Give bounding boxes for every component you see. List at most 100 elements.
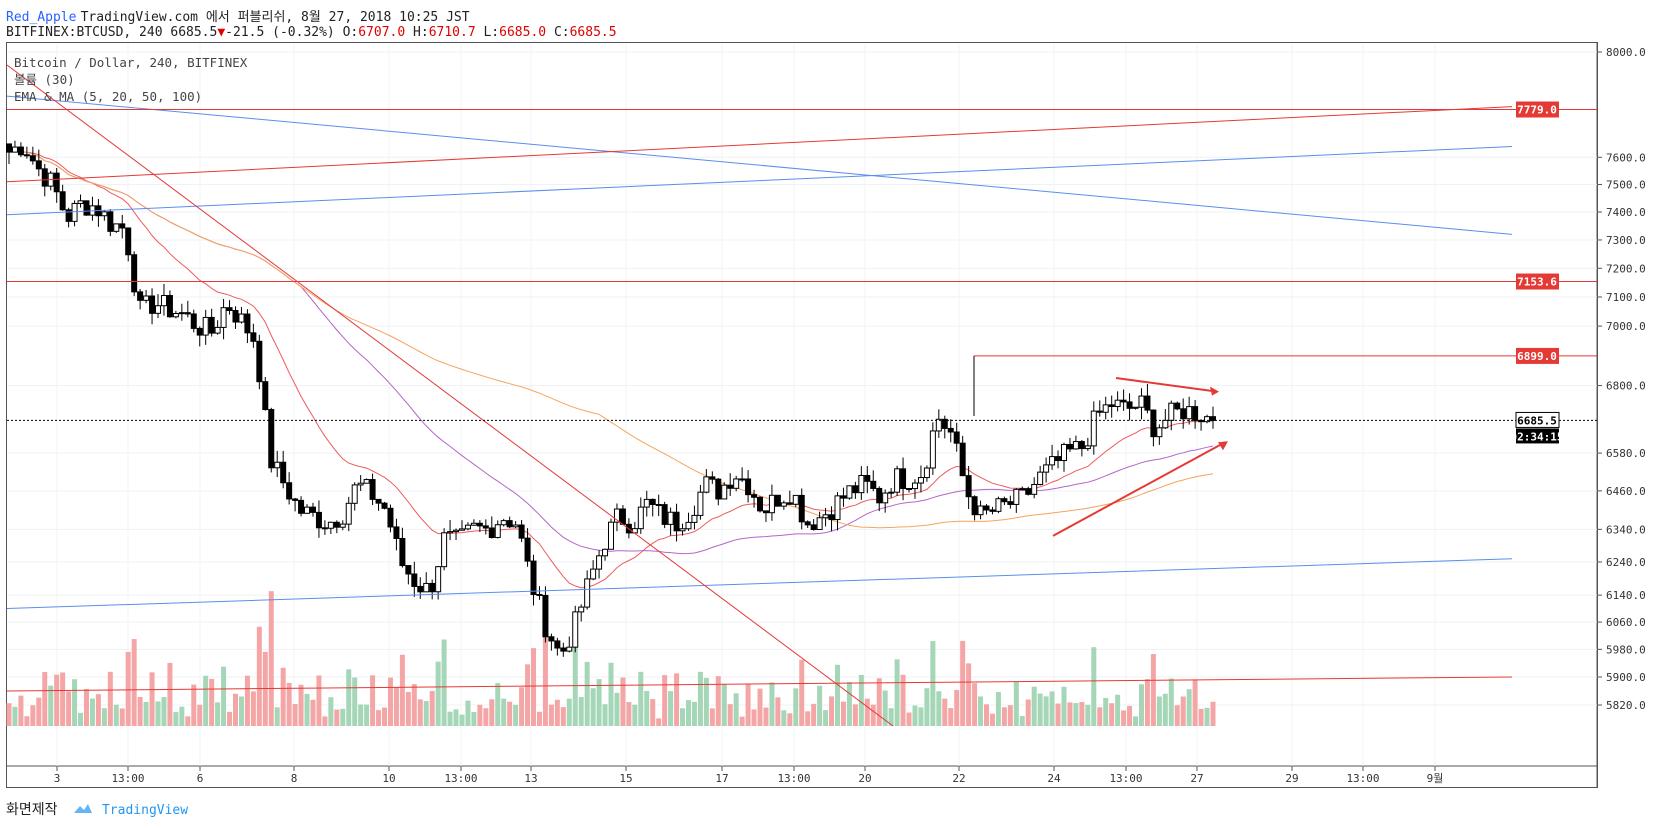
volume-bar — [364, 704, 370, 726]
candle — [292, 497, 299, 512]
volume-bar — [1162, 693, 1168, 726]
candle-body — [923, 467, 930, 479]
volume-bar — [984, 704, 990, 726]
candle — [1126, 393, 1133, 421]
candle-body — [423, 582, 430, 593]
volume-bar — [244, 675, 250, 726]
volume-bar — [459, 714, 465, 726]
volume-bar — [256, 626, 262, 726]
volume-bar — [817, 685, 823, 726]
volume-bar — [393, 687, 399, 726]
legend-ma[interactable]: EMA & MA (5, 20, 50, 100) — [14, 89, 203, 104]
candle-body — [888, 491, 895, 494]
candle — [453, 528, 460, 541]
volume-bar — [131, 639, 137, 726]
candle-body — [566, 646, 573, 652]
candle — [500, 518, 507, 527]
volume-bar — [429, 691, 435, 726]
high-label: H: — [413, 25, 429, 40]
candle-body — [238, 313, 245, 323]
candle — [870, 470, 877, 492]
symbol-label[interactable]: BITFINEX:BTCUSD, 240 — [6, 25, 163, 40]
volume-bar — [1138, 684, 1144, 726]
candle — [6, 143, 12, 164]
candle-body — [655, 503, 662, 506]
volume-bar — [435, 661, 441, 726]
candle-body — [1055, 456, 1062, 462]
blue-support-trendline[interactable] — [6, 146, 1513, 216]
volume-bar — [644, 690, 650, 726]
time-tick-label: 13:00 — [777, 772, 810, 785]
volume-bar — [608, 662, 614, 726]
tradingview-brand[interactable]: TradingView — [101, 803, 189, 818]
candle — [941, 415, 948, 439]
legend-title[interactable]: Bitcoin / Dollar, 240, BITFINEX — [14, 55, 248, 70]
candle — [47, 170, 54, 191]
volume-bar — [626, 702, 632, 726]
volume-bar — [799, 659, 805, 726]
volume-bar — [1121, 710, 1127, 726]
volume-bar — [42, 672, 48, 726]
volume-bar — [72, 679, 78, 726]
candle-body — [679, 528, 686, 532]
candle — [1066, 437, 1073, 452]
candle-body — [214, 326, 221, 334]
volume-bar — [1019, 716, 1025, 726]
candle-body — [298, 499, 305, 514]
candle-body — [977, 505, 984, 516]
candle — [256, 334, 263, 390]
candle-body — [935, 418, 942, 432]
red-arrow-upper[interactable] — [1115, 377, 1218, 393]
red-upper-trendline[interactable] — [6, 106, 1513, 183]
volume-bar — [632, 704, 638, 726]
volume-bar — [447, 711, 453, 726]
candle-body — [739, 478, 746, 481]
red-descending-trendline[interactable] — [6, 64, 894, 727]
candle-body — [995, 498, 1002, 512]
candle-body — [1013, 488, 1020, 505]
volume-bar — [1133, 716, 1139, 726]
low-label: L: — [483, 25, 500, 40]
candle-body — [1007, 501, 1014, 505]
volume-bar — [918, 707, 924, 726]
red-arrow-lower[interactable] — [1052, 441, 1226, 537]
candle-body — [691, 514, 698, 523]
candle-body — [804, 521, 811, 526]
volume-bar — [751, 709, 757, 726]
volume-bar — [978, 696, 984, 726]
volume-bar — [989, 713, 995, 726]
volume-bar — [310, 699, 316, 726]
price-tick-label: 5980.0 — [1606, 643, 1646, 656]
author-name[interactable]: Red_Apple — [6, 10, 77, 25]
candle-body — [315, 511, 322, 529]
volume-bar — [232, 693, 238, 726]
volume-bar — [507, 701, 513, 726]
time-axis[interactable]: 3 13:00 6 8 10 13:00 13 15 17 13:00 20 22 24 13:00 27 2… — [54, 766, 1444, 785]
candle-body — [399, 537, 406, 567]
blue-resistance-trendline[interactable] — [6, 95, 1513, 235]
volume-bar — [536, 711, 542, 726]
red-base-trendline[interactable] — [6, 676, 1513, 692]
blue-lower-trendline[interactable] — [6, 558, 1513, 610]
candle — [232, 306, 239, 329]
candle-body — [250, 332, 257, 342]
volume-bar — [972, 683, 978, 726]
candle — [995, 496, 1002, 514]
volume-bar — [650, 699, 656, 726]
price-axis[interactable]: 8000.0 7600.0 7500.0 7400.0 7300.0 7200.0 7100… — [1511, 46, 1646, 712]
candle — [602, 548, 609, 561]
candle-body — [202, 316, 209, 336]
volume-bar — [876, 678, 882, 726]
time-tick-label: 13 — [524, 772, 537, 785]
volume-bar — [36, 697, 42, 726]
candle — [786, 490, 793, 505]
candle — [578, 604, 585, 622]
legend-volume[interactable]: 볼륨 (30) — [14, 72, 75, 87]
candle-body — [184, 312, 191, 315]
volume-bar — [1091, 647, 1097, 726]
candle-body — [429, 582, 436, 593]
volume-bar — [1049, 691, 1055, 726]
candle-body — [828, 514, 835, 521]
candle — [751, 489, 758, 508]
